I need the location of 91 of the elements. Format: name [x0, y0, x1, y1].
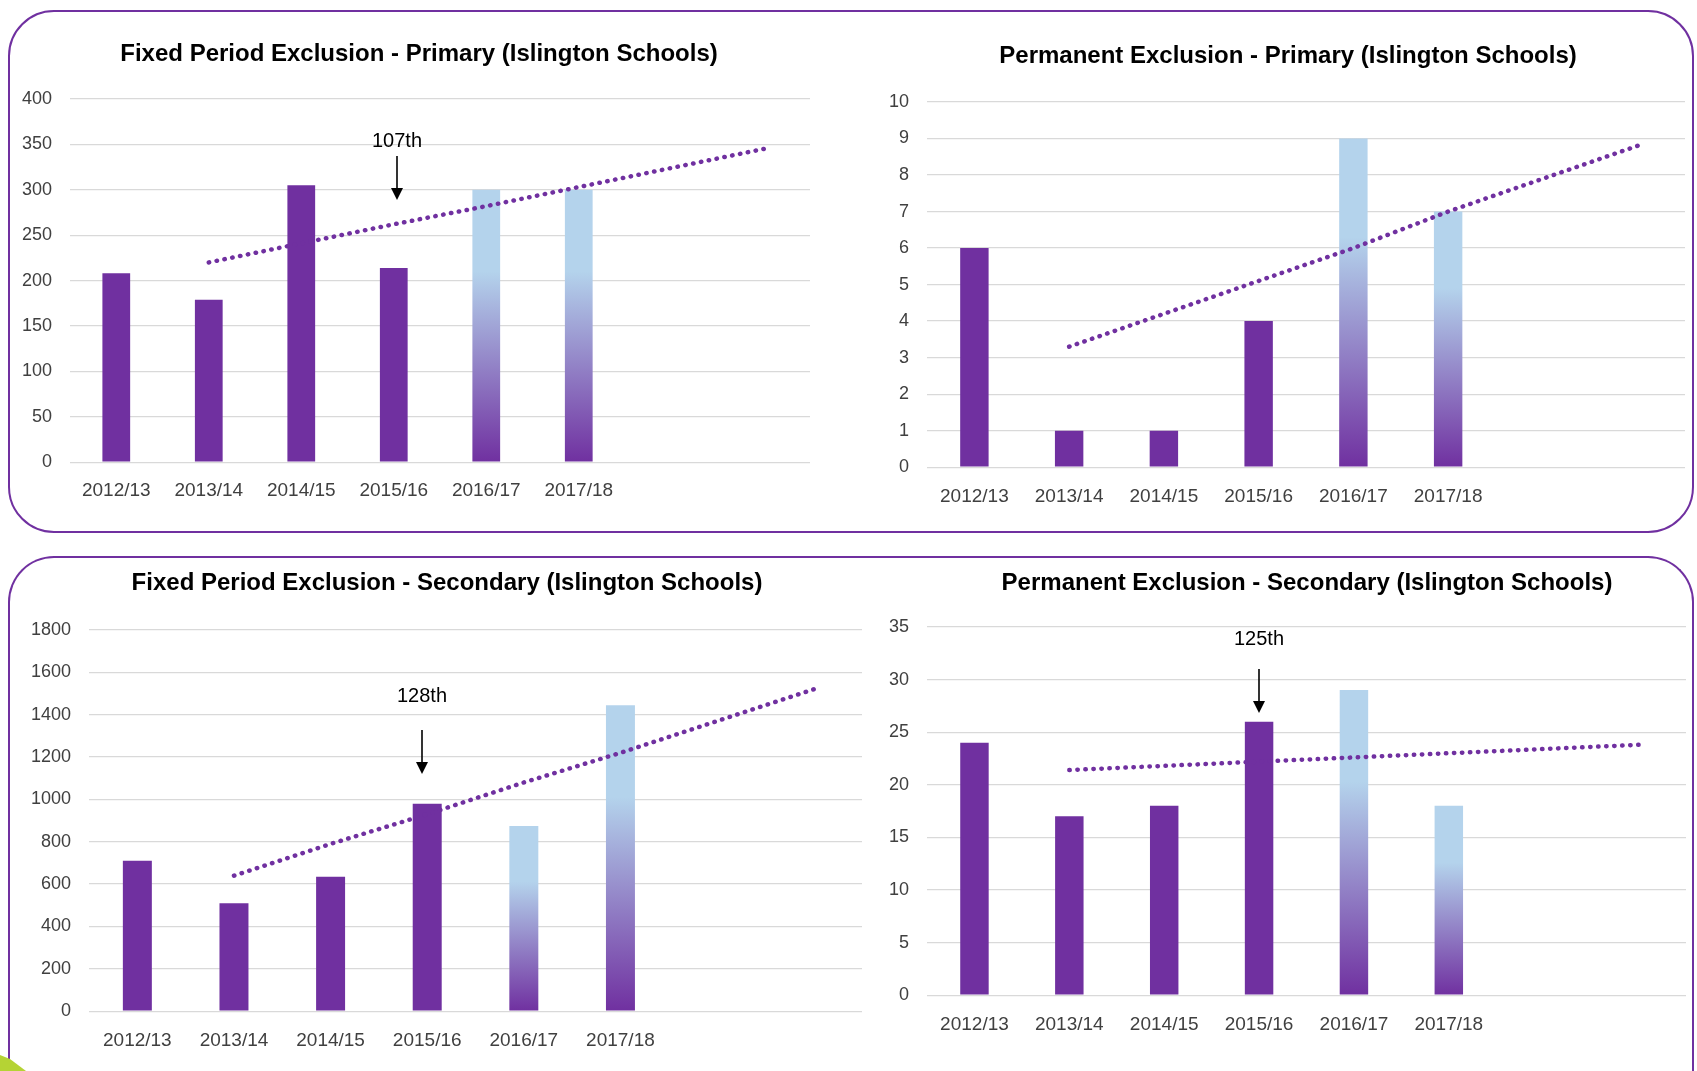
- bar: [102, 273, 131, 462]
- x-tick-label: 2017/18: [1414, 1012, 1484, 1034]
- y-tick-label: 20: [888, 773, 910, 794]
- y-tick-label: 10: [888, 878, 910, 899]
- bar: [509, 825, 539, 1011]
- bar: [1433, 211, 1463, 467]
- y-tick-label: 4: [899, 310, 910, 331]
- y-tick-label: 1: [899, 419, 910, 440]
- x-tick-label: 2015/16: [392, 1028, 462, 1050]
- y-tick-label: 150: [21, 314, 53, 335]
- bar: [1149, 805, 1179, 995]
- y-tick-label: 15: [888, 826, 910, 847]
- y-tick-label: 0: [42, 451, 53, 472]
- y-tick-label: 7: [899, 200, 910, 221]
- bar: [1339, 138, 1368, 467]
- x-tick-label: 2016/17: [489, 1028, 559, 1050]
- bar: [194, 299, 223, 462]
- bar: [1244, 321, 1273, 467]
- bar: [564, 189, 593, 462]
- x-tick-label: 2015/16: [359, 478, 429, 500]
- bar: [316, 876, 346, 1011]
- y-tick-label: 200: [41, 957, 72, 978]
- bar: [960, 248, 989, 467]
- y-tick-label: 5: [899, 273, 910, 294]
- x-tick-label: 2017/18: [544, 478, 614, 500]
- x-tick-label: 2015/16: [1224, 484, 1293, 506]
- x-tick-label: 2012/13: [940, 484, 1009, 506]
- y-tick-label: 2: [899, 383, 910, 404]
- y-tick-label: 600: [41, 873, 72, 894]
- x-tick-label: 2013/14: [1034, 1012, 1105, 1034]
- bar: [379, 267, 408, 462]
- bar: [605, 705, 635, 1011]
- bar: [472, 189, 501, 462]
- y-tick-label: 1600: [31, 661, 72, 682]
- x-tick-label: 2012/13: [81, 478, 151, 500]
- y-tick-label: 1800: [31, 618, 72, 639]
- y-tick-label: 300: [21, 178, 53, 199]
- bar: [122, 860, 152, 1011]
- x-tick-label: 2014/15: [296, 1028, 365, 1050]
- bar: [1339, 690, 1369, 995]
- y-tick-label: 200: [21, 269, 53, 290]
- x-tick-label: 2012/13: [940, 1012, 1009, 1034]
- y-tick-label: 5: [899, 931, 910, 952]
- x-tick-label: 2016/17: [1319, 1012, 1389, 1034]
- x-tick-label: 2013/14: [1034, 484, 1104, 506]
- y-tick-label: 25: [888, 721, 910, 742]
- y-tick-label: 50: [32, 405, 53, 426]
- bar: [219, 903, 249, 1011]
- bar: [1434, 805, 1464, 995]
- chart-title: Fixed Period Exclusion - Primary (Islington Schools): [120, 38, 718, 66]
- y-tick-label: 0: [61, 1000, 72, 1021]
- annotation: 107th: [371, 128, 423, 151]
- y-tick-label: 350: [21, 133, 53, 154]
- y-tick-label: 35: [888, 615, 910, 636]
- line-series: [1066, 143, 1640, 349]
- annotation: 128th: [396, 683, 448, 706]
- y-tick-label: 1400: [31, 703, 72, 724]
- y-tick-label: 6: [899, 237, 910, 258]
- x-tick-label: 2016/17: [1319, 484, 1388, 506]
- y-tick-label: 8: [899, 164, 910, 185]
- y-tick-label: 400: [21, 87, 53, 108]
- x-tick-label: 2014/15: [1129, 1012, 1199, 1034]
- y-tick-label: 400: [41, 915, 72, 936]
- bar: [1149, 430, 1179, 467]
- y-tick-label: 0: [899, 456, 910, 477]
- y-tick-label: 9: [899, 127, 910, 148]
- y-tick-label: 10: [888, 90, 910, 111]
- x-tick-label: 2013/14: [199, 1028, 269, 1050]
- y-tick-label: 3: [899, 346, 910, 367]
- chart-title: Permanent Exclusion - Primary (Islington Schools): [999, 40, 1577, 68]
- y-tick-label: 800: [41, 830, 72, 851]
- chart-title: Permanent Exclusion - Secondary (Islington Schools): [1001, 567, 1613, 595]
- x-tick-label: 2014/15: [1129, 484, 1199, 506]
- bar: [960, 742, 989, 995]
- bar: [1055, 816, 1084, 995]
- y-tick-label: 1000: [31, 788, 72, 809]
- chart-title: Fixed Period Exclusion - Secondary (Islington Schools): [131, 567, 763, 595]
- y-tick-label: 100: [21, 360, 53, 381]
- y-tick-label: 1200: [31, 746, 72, 767]
- bar: [1054, 430, 1084, 467]
- y-tick-label: 0: [899, 984, 910, 1005]
- x-tick-label: 2017/18: [1413, 484, 1483, 506]
- x-tick-label: 2013/14: [174, 478, 244, 500]
- x-tick-label: 2017/18: [586, 1028, 655, 1050]
- y-tick-label: 250: [21, 224, 53, 245]
- x-tick-label: 2016/17: [451, 478, 521, 500]
- x-tick-label: 2012/13: [103, 1028, 172, 1050]
- annotation: 125th: [1233, 626, 1285, 649]
- x-tick-label: 2015/16: [1224, 1012, 1294, 1034]
- x-tick-label: 2014/15: [266, 478, 336, 500]
- y-tick-label: 30: [888, 668, 910, 689]
